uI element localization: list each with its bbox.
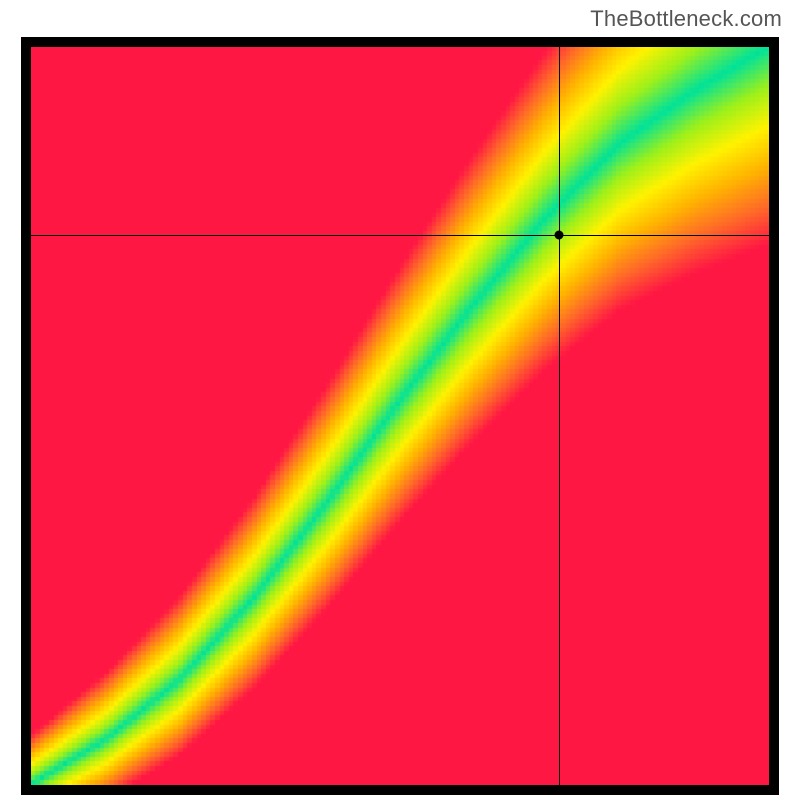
plot-frame	[21, 37, 779, 795]
attribution-label: TheBottleneck.com	[590, 6, 782, 32]
chart-container: TheBottleneck.com	[0, 0, 800, 800]
bottleneck-heatmap	[31, 47, 769, 785]
